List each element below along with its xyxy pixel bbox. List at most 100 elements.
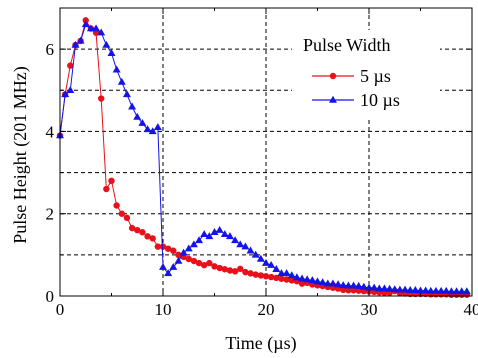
data-point	[416, 286, 425, 294]
data-point	[118, 210, 126, 217]
data-point	[421, 286, 430, 294]
legend-entry: 5 µs	[312, 66, 391, 86]
x-tick-label: 30	[361, 300, 378, 319]
legend: Pulse Width 5 µs 10 µs	[292, 30, 440, 118]
data-point	[134, 226, 141, 234]
legend-entry: 10 µs	[312, 90, 400, 110]
data-point	[262, 258, 270, 266]
data-point	[406, 286, 415, 293]
data-point	[354, 281, 363, 289]
data-point	[138, 119, 147, 126]
data-point	[66, 86, 75, 94]
legend-label: 5 µs	[360, 66, 391, 86]
data-point	[175, 251, 182, 259]
data-point	[103, 185, 110, 193]
data-point	[231, 268, 239, 275]
data-point	[92, 24, 101, 32]
data-point	[395, 285, 404, 293]
data-point	[246, 246, 255, 254]
data-point	[457, 287, 466, 295]
data-point	[185, 255, 192, 263]
data-point	[76, 36, 85, 44]
data-point	[184, 244, 193, 252]
legend-background	[292, 30, 440, 118]
data-point	[107, 49, 116, 56]
data-point	[117, 77, 126, 85]
data-point	[252, 271, 259, 278]
data-point	[257, 272, 265, 279]
data-point	[334, 280, 343, 288]
data-point	[170, 247, 177, 254]
y-tick-label: 2	[46, 205, 55, 224]
x-tick-label: 40	[464, 300, 478, 319]
y-tick-label: 6	[46, 40, 55, 59]
data-point	[323, 279, 332, 287]
data-point	[149, 235, 156, 242]
data-point	[122, 90, 131, 98]
data-point	[236, 240, 245, 248]
data-point	[97, 28, 106, 36]
data-point	[256, 254, 265, 262]
data-point	[282, 269, 291, 277]
data-point	[215, 225, 224, 233]
data-point	[195, 259, 203, 267]
data-point	[242, 268, 249, 276]
data-point	[303, 275, 312, 283]
data-point	[288, 277, 295, 284]
data-point	[247, 270, 254, 277]
data-point	[298, 274, 307, 282]
legend-title: Pulse Width	[303, 35, 390, 55]
data-point	[108, 177, 115, 184]
data-point	[159, 243, 167, 250]
data-point	[462, 287, 471, 295]
data-point	[277, 269, 286, 277]
y-tick-label: 4	[46, 122, 55, 141]
data-point	[272, 265, 281, 272]
legend-marker	[329, 95, 337, 103]
data-point	[344, 281, 353, 289]
data-point	[128, 224, 136, 232]
data-point	[221, 266, 228, 273]
data-point	[390, 285, 399, 293]
data-point	[205, 232, 214, 240]
data-point	[67, 62, 74, 69]
data-point	[206, 259, 213, 267]
data-point	[174, 256, 183, 264]
data-point	[431, 286, 440, 294]
x-tick-label: 20	[258, 300, 275, 319]
x-axis-label: Time (µs)	[225, 333, 296, 354]
data-point	[164, 245, 172, 252]
data-point	[71, 40, 80, 48]
data-point	[267, 260, 276, 268]
data-point	[345, 287, 352, 294]
data-point	[159, 263, 167, 270]
data-point	[365, 283, 373, 291]
data-point	[112, 65, 121, 73]
data-point	[98, 95, 105, 102]
data-point	[447, 287, 456, 295]
series-1	[56, 20, 471, 295]
legend-marker	[329, 72, 337, 80]
data-point	[169, 263, 178, 270]
data-point	[241, 242, 250, 250]
data-point	[292, 273, 301, 281]
data-point	[370, 283, 379, 291]
data-point	[251, 250, 260, 258]
data-point	[210, 228, 219, 235]
data-point	[339, 281, 348, 289]
data-point	[128, 102, 137, 110]
data-point	[328, 279, 337, 287]
data-point	[216, 264, 223, 272]
data-point	[318, 278, 327, 286]
axis-ticks: 0 10 20 30 40 0 2 4 6	[46, 8, 478, 319]
data-point	[123, 214, 131, 222]
data-point	[133, 112, 142, 120]
data-point	[179, 248, 188, 256]
data-point	[86, 24, 95, 32]
data-point	[426, 286, 435, 294]
data-point	[313, 277, 322, 285]
data-point	[153, 123, 162, 131]
data-point	[148, 127, 157, 135]
data-point	[349, 281, 358, 289]
